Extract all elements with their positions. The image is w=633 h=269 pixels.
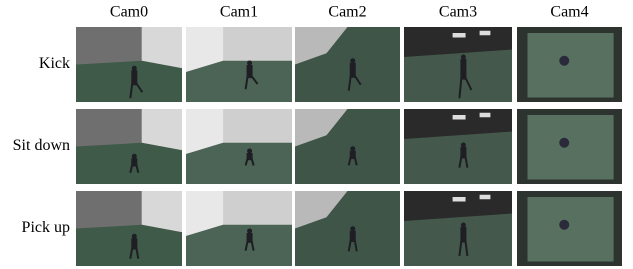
person-head xyxy=(132,234,137,239)
figure: Cam0 Cam1 Cam2 Cam3 Cam4 Kick Sit down Pick up xyxy=(0,0,633,269)
frame-image xyxy=(186,27,292,102)
row-label: Pick up xyxy=(22,219,70,236)
column-label: Cam2 xyxy=(328,4,366,21)
person-top xyxy=(559,56,569,66)
person-head xyxy=(247,229,252,234)
person-head xyxy=(247,61,252,66)
person-head xyxy=(350,226,355,231)
person-top xyxy=(559,220,569,230)
person-head xyxy=(350,58,355,63)
person-head xyxy=(247,149,252,154)
person-head xyxy=(461,55,466,60)
frame-image xyxy=(76,109,182,184)
frame-image xyxy=(295,109,400,184)
person-top xyxy=(559,138,569,148)
person-head xyxy=(461,143,466,148)
frame-image xyxy=(517,191,622,266)
frame-image xyxy=(404,27,512,102)
frame-image xyxy=(517,27,622,102)
frame-image xyxy=(295,27,400,102)
person-body xyxy=(350,63,356,78)
floor xyxy=(528,115,614,180)
person-head xyxy=(132,66,137,71)
frame-image xyxy=(186,109,292,184)
person-head xyxy=(132,154,137,159)
column-label: Cam0 xyxy=(110,4,148,21)
column-label: Cam4 xyxy=(550,4,588,21)
person-body xyxy=(460,59,466,80)
column-label: Cam3 xyxy=(439,4,477,21)
row-label: Kick xyxy=(39,55,70,72)
light xyxy=(453,33,466,38)
person-body xyxy=(460,227,466,242)
light xyxy=(453,197,466,202)
frame-image xyxy=(186,191,292,266)
row-label: Sit down xyxy=(13,137,70,154)
floor xyxy=(528,197,614,262)
frame-image xyxy=(76,191,182,266)
light xyxy=(453,115,466,120)
floor xyxy=(76,61,182,102)
floor xyxy=(76,143,182,184)
light xyxy=(480,113,491,118)
person-body xyxy=(131,70,137,85)
column-label: Cam1 xyxy=(220,4,258,21)
frame-image xyxy=(404,191,512,266)
light xyxy=(480,31,491,36)
frame-image xyxy=(295,191,400,266)
person-head xyxy=(350,146,355,151)
floor xyxy=(528,33,614,98)
person-head xyxy=(461,223,466,228)
page: {"columns": ["Cam0", "Cam1", "Cam2", "Ca… xyxy=(0,0,633,269)
frame-image xyxy=(517,109,622,184)
frame-image xyxy=(404,109,512,184)
floor xyxy=(76,225,182,266)
frame-image xyxy=(76,27,182,102)
light xyxy=(480,195,491,200)
